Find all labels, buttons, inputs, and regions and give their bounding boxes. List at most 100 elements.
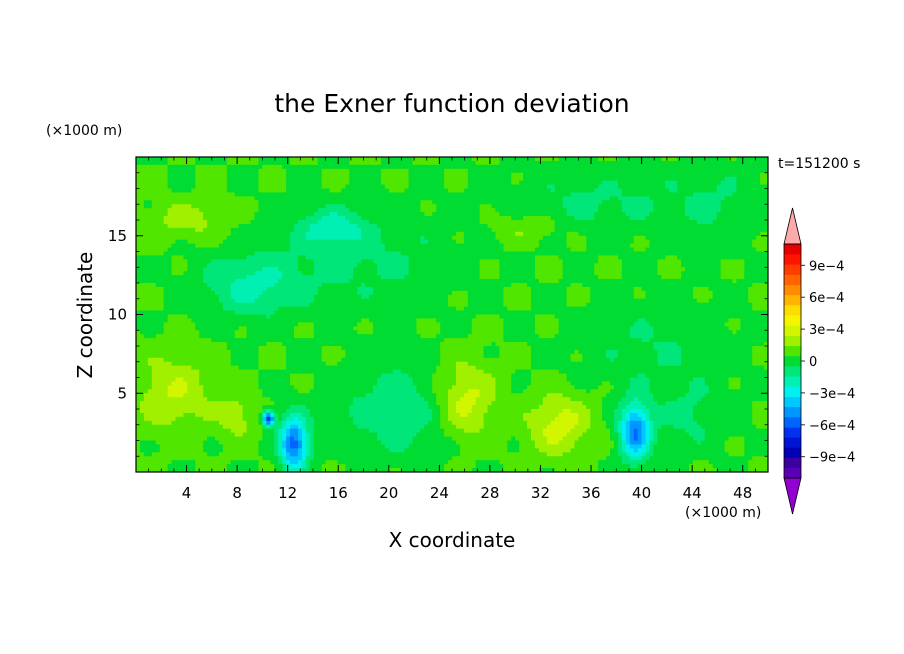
field-cell <box>187 223 192 229</box>
field-cell <box>744 275 749 280</box>
field-cell <box>760 160 765 166</box>
field-cell <box>294 192 299 197</box>
field-cell <box>685 164 690 170</box>
field-cell <box>452 223 457 229</box>
field-cell <box>503 259 508 264</box>
field-cell <box>586 176 591 182</box>
field-cell <box>404 235 410 241</box>
field-cell <box>685 216 690 221</box>
field-cell <box>412 172 418 178</box>
field-cell <box>471 223 477 229</box>
field-cell <box>764 275 768 280</box>
field-cell <box>617 239 623 245</box>
field-cell <box>633 275 639 280</box>
field-cell <box>748 212 753 217</box>
field-cell <box>704 196 710 201</box>
field-cell <box>266 263 271 268</box>
field-cell <box>546 160 552 166</box>
field-cell <box>752 216 757 221</box>
field-cell <box>167 200 173 205</box>
field-cell <box>519 251 524 257</box>
field-cell <box>349 271 354 276</box>
field-cell <box>467 231 473 237</box>
field-cell <box>432 204 437 209</box>
field-cell <box>420 231 425 237</box>
field-cell <box>211 157 216 162</box>
field-cell <box>531 231 536 237</box>
field-cell <box>329 247 335 253</box>
field-cell <box>175 212 181 217</box>
field-cell <box>333 196 339 201</box>
field-cell <box>388 247 394 253</box>
field-cell <box>554 235 560 241</box>
field-cell <box>187 255 192 260</box>
field-cell <box>278 271 283 276</box>
field-cell <box>159 160 165 166</box>
field-cell <box>590 235 595 241</box>
field-cell <box>673 247 678 253</box>
field-cell <box>471 247 477 253</box>
field-cell <box>218 279 224 284</box>
field-cell <box>175 196 181 201</box>
field-cell <box>416 168 421 174</box>
field-cell <box>167 168 173 174</box>
field-cell <box>471 196 477 201</box>
field-cell <box>278 259 283 264</box>
field-cell <box>756 196 761 201</box>
field-cell <box>369 172 374 178</box>
field-cell <box>274 216 279 221</box>
field-cell <box>151 172 157 178</box>
field-cell <box>187 259 192 264</box>
field-cell <box>392 271 398 276</box>
field-cell <box>183 172 188 178</box>
field-cell <box>562 227 568 233</box>
field-cell <box>396 235 402 241</box>
field-cell <box>685 204 690 209</box>
field-cell <box>258 275 263 280</box>
field-cell <box>349 239 354 245</box>
field-cell <box>278 216 283 221</box>
field-cell <box>203 235 208 241</box>
field-cell <box>294 188 299 194</box>
field-cell <box>317 184 323 190</box>
field-cell <box>732 223 737 229</box>
field-cell <box>613 196 619 201</box>
field-cell <box>752 259 757 264</box>
field-cell <box>400 164 406 170</box>
field-cell <box>594 271 599 276</box>
field-cell <box>613 192 619 197</box>
field-cell <box>602 208 607 213</box>
field-cell <box>416 160 421 166</box>
field-cell <box>250 247 256 253</box>
field-cell <box>744 208 749 213</box>
field-cell <box>455 243 461 249</box>
field-cell <box>606 216 611 221</box>
field-cell <box>554 216 560 221</box>
field-cell <box>732 239 737 245</box>
field-cell <box>313 204 319 209</box>
field-cell <box>519 208 524 213</box>
field-cell <box>661 247 666 253</box>
field-cell <box>637 220 643 225</box>
field-cell <box>503 192 508 197</box>
field-cell <box>685 220 690 225</box>
field-cell <box>392 227 398 233</box>
field-cell <box>661 184 666 190</box>
field-cell <box>692 200 698 205</box>
field-cell <box>704 168 710 174</box>
field-cell <box>345 235 350 241</box>
field-cell <box>467 200 473 205</box>
field-cell <box>242 157 248 162</box>
field-cell <box>143 275 149 280</box>
y-unit-label: (×1000 m) <box>46 123 122 139</box>
field-cell <box>396 204 402 209</box>
field-cell <box>388 200 394 205</box>
field-cell <box>369 180 374 186</box>
field-cell <box>305 271 311 276</box>
field-cell <box>416 188 421 194</box>
field-cell <box>215 251 220 257</box>
field-cell <box>408 255 414 260</box>
field-cell <box>649 200 655 205</box>
field-cell <box>313 259 319 264</box>
field-cell <box>428 216 433 221</box>
